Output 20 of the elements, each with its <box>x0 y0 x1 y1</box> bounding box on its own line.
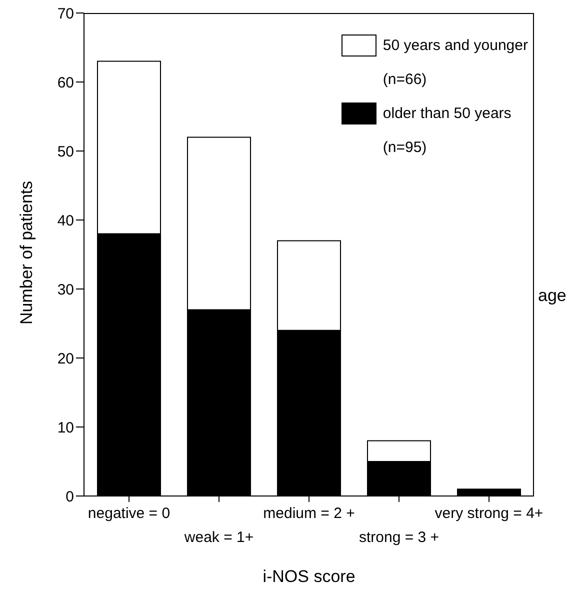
x-axis-title: i-NOS score <box>262 567 356 586</box>
x-tick-label: weak = 1+ <box>183 529 254 546</box>
y-tick-label: 30 <box>57 281 74 298</box>
annotation: (n=66) <box>382 71 428 88</box>
x-tick-label: negative = 0 <box>88 505 170 522</box>
y-axis-title: Number of patients <box>17 180 36 324</box>
y-tick-label: 40 <box>57 212 74 230</box>
annotation: (n=95) <box>382 139 428 156</box>
x-tick-label: medium = 2 + <box>263 505 356 522</box>
text: age <box>538 286 566 306</box>
y-tick-label: 60 <box>57 74 74 92</box>
y-tick-label: 0 <box>66 488 74 506</box>
x-tick-label: strong = 3 + <box>358 529 440 546</box>
legend-label: 50 years and younger <box>382 37 528 54</box>
y-tick-label: 20 <box>57 350 74 368</box>
x-tick-label: very strong = 4+ <box>434 505 544 522</box>
y-tick-label: 10 <box>57 419 74 436</box>
legend-label: older than 50 years <box>382 105 512 122</box>
y-tick-label: 70 <box>57 5 74 22</box>
y-tick-label: 50 <box>57 143 74 160</box>
